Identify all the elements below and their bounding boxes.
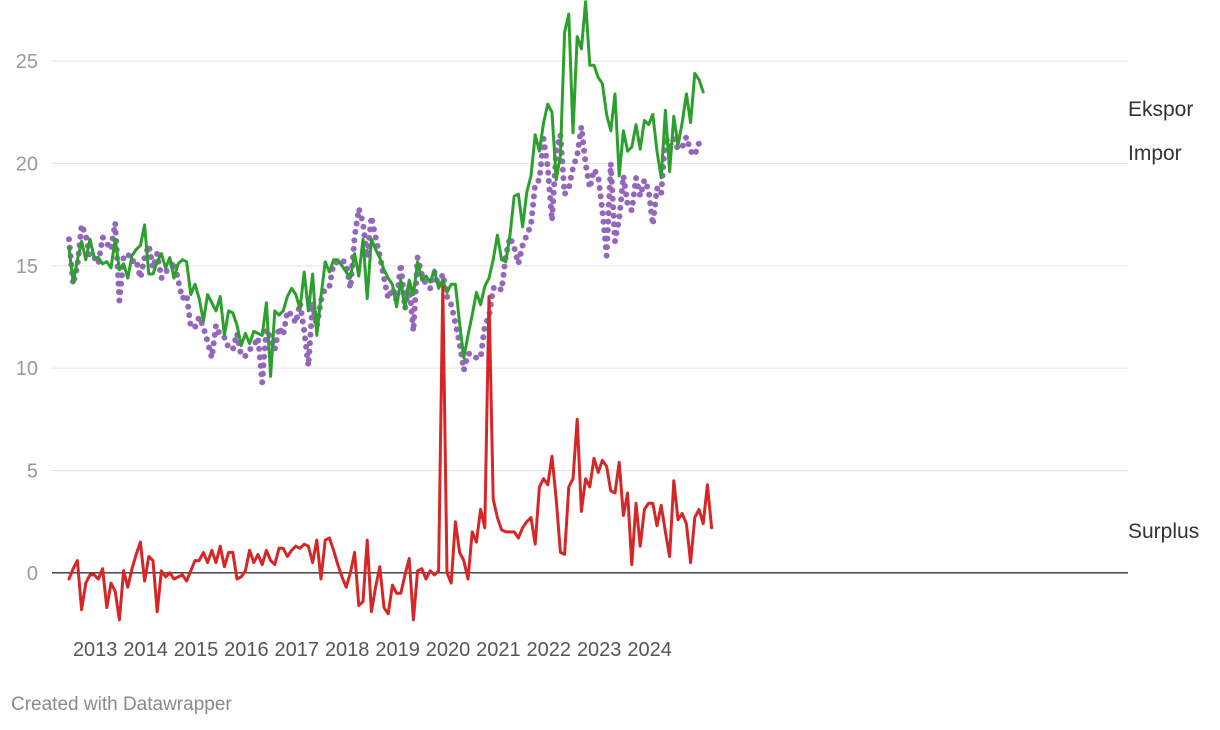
series-label-surplus: Surplus xyxy=(1128,520,1199,543)
x-tick-label: 2013 xyxy=(73,639,118,661)
series-label-impor: Impor xyxy=(1128,142,1182,165)
y-tick-label: 15 xyxy=(16,256,38,278)
x-tick-label: 2016 xyxy=(224,639,269,661)
series-lines xyxy=(66,0,714,622)
y-tick-label: 5 xyxy=(27,461,38,483)
x-tick-label: 2021 xyxy=(476,639,521,661)
series-line-ekspor xyxy=(67,0,705,378)
x-tick-label: 2022 xyxy=(527,639,572,661)
x-tick-label: 2014 xyxy=(123,639,168,661)
y-tick-label: 10 xyxy=(16,358,38,380)
series-labels: Ekspor Impor Surplus xyxy=(1128,98,1199,543)
series-line-surplus xyxy=(67,284,714,622)
series-line-impor xyxy=(66,123,702,386)
credit-footer: Created with Datawrapper xyxy=(11,694,232,715)
x-tick-label: 2017 xyxy=(275,639,320,661)
gridlines xyxy=(52,60,1128,574)
y-tick-label: 20 xyxy=(16,154,38,176)
x-tick-label: 2019 xyxy=(375,639,420,661)
x-tick-label: 2023 xyxy=(577,639,622,661)
x-tick-label: 2015 xyxy=(174,639,219,661)
y-tick-label: 0 xyxy=(27,563,38,585)
x-axis-ticks: 2013 2014 2015 2016 2017 2018 2019 2020 2021 2022… xyxy=(73,639,672,661)
y-tick-label: 25 xyxy=(16,51,38,73)
y-axis-ticks: 0 5 10 15 20 25 xyxy=(16,51,38,585)
series-label-ekspor: Ekspor xyxy=(1128,98,1193,121)
x-tick-label: 2024 xyxy=(627,639,672,661)
x-tick-label: 2018 xyxy=(325,639,370,661)
x-tick-label: 2020 xyxy=(426,639,471,661)
